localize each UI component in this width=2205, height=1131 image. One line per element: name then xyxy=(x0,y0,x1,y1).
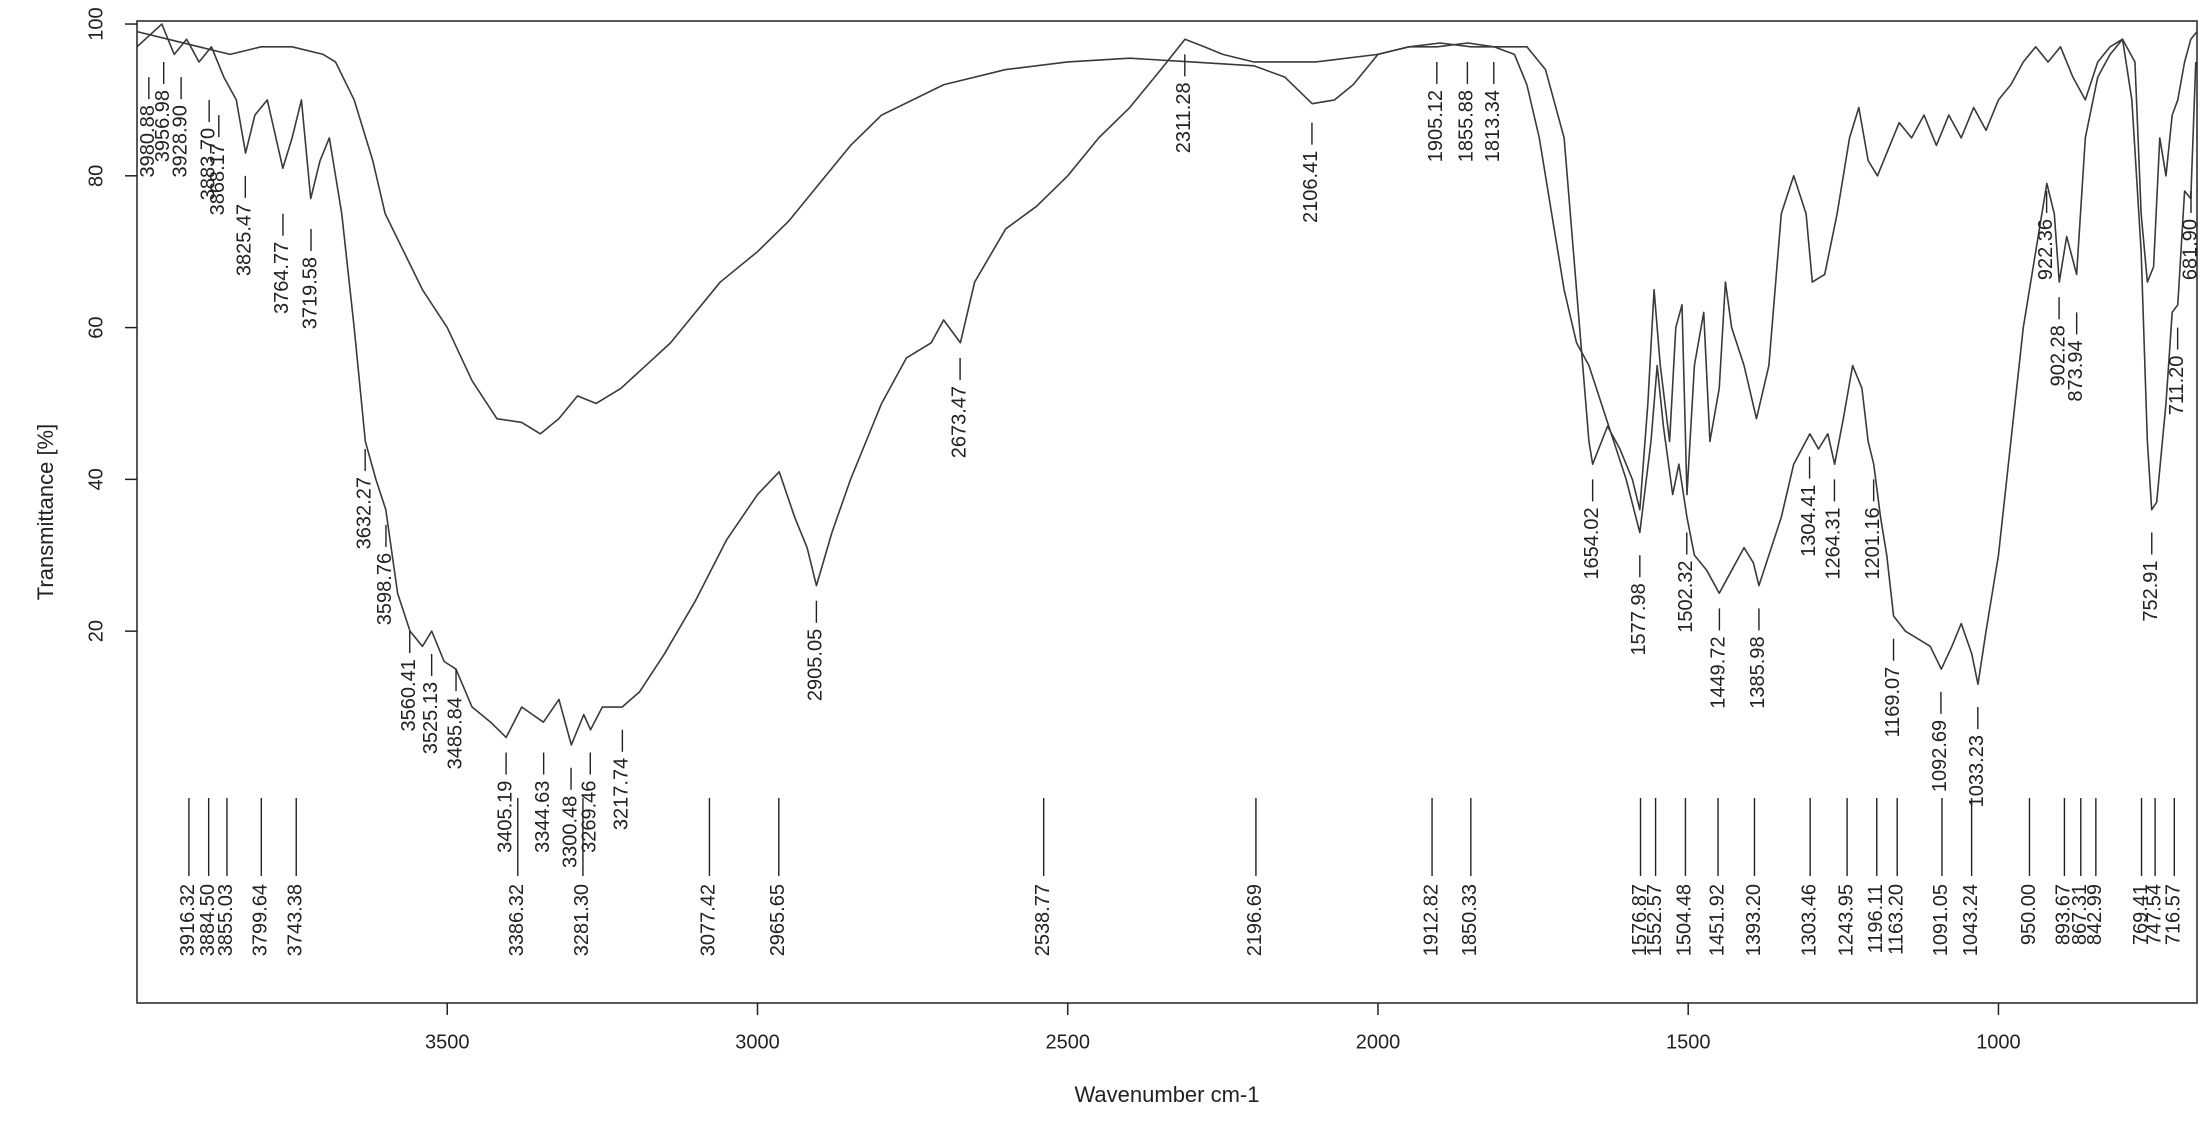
bottom-peak-label: 3855.03 xyxy=(215,884,237,956)
bottom-peak-label: 1043.24 xyxy=(1960,884,1982,956)
peak-label: 1502.32 xyxy=(1675,560,1697,632)
peak-label: 1092.69 xyxy=(1929,720,1951,792)
peak-label: 3525.13 xyxy=(420,682,442,754)
spectrum-line xyxy=(136,30,2198,511)
peak-label: 2905.05 xyxy=(805,629,827,701)
peak-label: 3300.48 xyxy=(559,796,581,868)
bottom-peak-label: 1163.20 xyxy=(1885,884,1907,955)
bottom-peak-label: 1850.33 xyxy=(1459,884,1481,956)
peak-label: 1033.23 xyxy=(1966,735,1988,807)
peak-label: 1577.98 xyxy=(1628,583,1650,655)
peak-label: 3956.98 xyxy=(152,90,174,162)
peak-label: 3217.74 xyxy=(611,758,633,830)
peak-label: 1264.31 xyxy=(1823,507,1845,579)
x-tick-label: 2500 xyxy=(1045,1031,1090,1053)
bottom-peak-label: 716.57 xyxy=(2163,884,2185,945)
peak-label: 873.94 xyxy=(2065,340,2087,401)
x-tick-label: 1000 xyxy=(1976,1031,2021,1053)
peak-label: 3764.77 xyxy=(271,242,293,314)
peak-label: 3980.88 xyxy=(137,105,159,177)
peak-label: 3928.90 xyxy=(169,105,191,177)
peak-label: 2311.28 xyxy=(1173,82,1195,153)
y-tick-label: 20 xyxy=(85,620,107,642)
bottom-peak-label: 769.41 xyxy=(2130,884,2152,945)
bottom-peak-label: 3799.64 xyxy=(250,884,272,956)
peak-label: 3560.41 xyxy=(398,659,420,731)
bottom-peak-label: 1451.92 xyxy=(1706,884,1728,956)
peak-label: 1385.98 xyxy=(1747,636,1769,708)
bottom-peak-label: 3281.30 xyxy=(571,884,593,956)
bottom-peak-label: 1576.87 xyxy=(1629,884,1651,956)
peak-label: 3405.19 xyxy=(494,781,516,853)
peak-label: 3825.47 xyxy=(234,204,256,276)
peak-label: 1654.02 xyxy=(1581,507,1603,579)
x-tick-label: 2000 xyxy=(1356,1031,1401,1053)
bottom-peak-label: 2965.65 xyxy=(767,884,789,956)
bottom-peak-label: 1912.82 xyxy=(1420,884,1442,956)
peak-label: 3269.46 xyxy=(579,781,601,853)
bottom-peak-label: 3386.32 xyxy=(506,884,528,956)
peak-label: 1905.12 xyxy=(1425,90,1447,162)
peak-label: 681.90 xyxy=(2179,219,2201,280)
y-tick-label: 100 xyxy=(85,7,107,40)
peak-label: 1855.88 xyxy=(1456,90,1478,162)
peak-label: 2673.47 xyxy=(948,386,970,458)
bottom-peak-label: 1504.48 xyxy=(1674,884,1696,956)
peak-label: 3868.17 xyxy=(207,143,229,215)
peak-label: 3598.76 xyxy=(374,553,396,625)
peak-label: 752.91 xyxy=(2140,560,2162,621)
y-axis-label: Transmittance [%] xyxy=(33,424,58,600)
peak-label: 1304.41 xyxy=(1798,485,1820,557)
bottom-peak-label: 3916.32 xyxy=(177,884,199,956)
peak-label: 3344.63 xyxy=(532,781,554,853)
bottom-peak-label: 2196.69 xyxy=(1244,884,1266,956)
peak-label: 902.28 xyxy=(2047,325,2069,386)
bottom-peak-label: 1243.95 xyxy=(1835,884,1857,956)
peak-label: 711.20 xyxy=(2166,356,2188,416)
y-tick-label: 60 xyxy=(85,316,107,338)
peak-label: 922.36 xyxy=(2035,219,2057,280)
peak-label: 1169.07 xyxy=(1882,667,1904,738)
peak-label: 1201.16 xyxy=(1862,507,1884,579)
bottom-peak-label: 3884.50 xyxy=(197,884,219,956)
bottom-peak-label: 1091.05 xyxy=(1930,884,1952,956)
bottom-peak-label: 1552.57 xyxy=(1644,884,1666,956)
bottom-peak-label: 1393.20 xyxy=(1743,884,1765,956)
peak-label: 2106.41 xyxy=(1300,151,1322,223)
bottom-peak-label: 3077.42 xyxy=(698,884,720,956)
peak-label: 1449.72 xyxy=(1708,636,1730,708)
peak-label: 3485.84 xyxy=(444,697,466,769)
x-tick-label: 3500 xyxy=(425,1031,470,1053)
peak-label: 3883.70 xyxy=(197,128,219,200)
bottom-peak-label: 950.00 xyxy=(2018,884,2040,945)
bottom-peak-label: 867.31 xyxy=(2069,884,2091,945)
bottom-peak-label: 2538.77 xyxy=(1032,884,1054,956)
bottom-peak-label: 893.67 xyxy=(2053,884,2075,945)
x-tick-label: 3000 xyxy=(735,1031,780,1053)
x-axis-label: Wavenumber cm-1 xyxy=(1074,1082,1259,1107)
bottom-peak-label: 1303.46 xyxy=(1798,884,1820,956)
plot-frame xyxy=(136,20,2198,1004)
bottom-peak-label: 842.99 xyxy=(2084,884,2106,945)
y-tick-label: 40 xyxy=(85,468,107,490)
spectrum-line xyxy=(136,23,2197,746)
x-tick-label: 1500 xyxy=(1666,1031,1711,1053)
y-tick-label: 80 xyxy=(85,165,107,187)
peak-label: 3632.27 xyxy=(353,477,375,549)
bottom-peak-label: 1196.11 xyxy=(1865,884,1887,953)
peak-label: 1813.34 xyxy=(1482,90,1504,162)
peak-label: 3719.58 xyxy=(299,257,321,329)
bottom-peak-label: 3743.38 xyxy=(285,884,307,956)
bottom-peak-label: 747.54 xyxy=(2143,884,2165,945)
